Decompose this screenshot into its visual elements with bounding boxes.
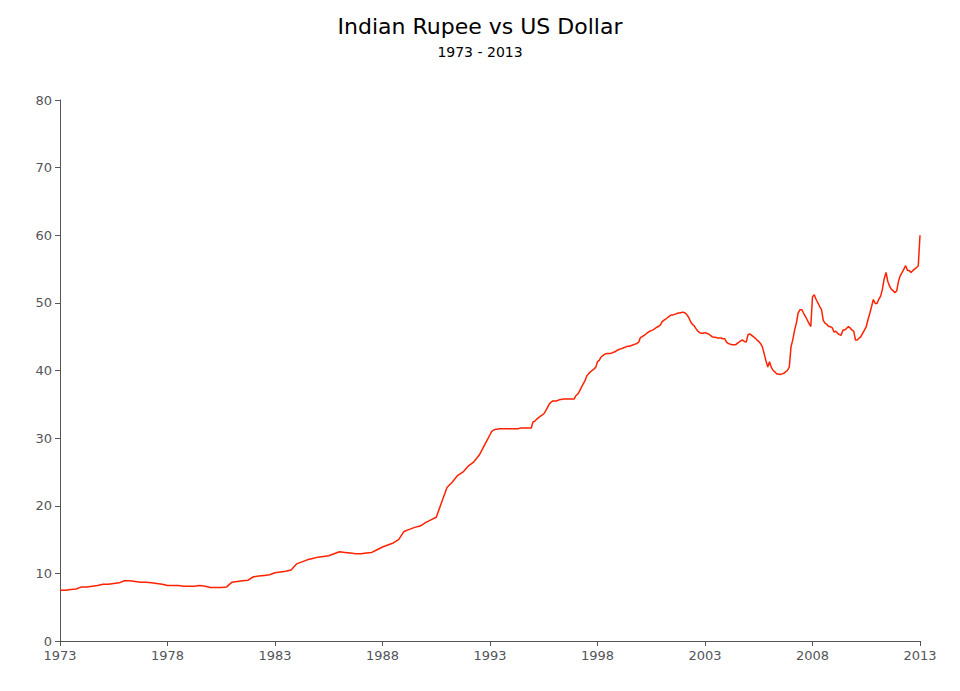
svg-text:1993: 1993 (473, 648, 506, 663)
svg-text:Indian Rupee vs US Dollar: Indian Rupee vs US Dollar (338, 14, 624, 39)
svg-text:50: 50 (35, 295, 52, 310)
svg-text:80: 80 (35, 93, 52, 108)
svg-text:1998: 1998 (581, 648, 614, 663)
svg-text:20: 20 (35, 498, 52, 513)
svg-text:2003: 2003 (688, 648, 721, 663)
svg-text:2008: 2008 (796, 648, 829, 663)
svg-text:1988: 1988 (366, 648, 399, 663)
svg-text:2013: 2013 (903, 648, 936, 663)
svg-text:30: 30 (35, 431, 52, 446)
svg-text:1973 - 2013: 1973 - 2013 (437, 44, 522, 60)
svg-text:10: 10 (35, 566, 52, 581)
svg-text:0: 0 (44, 634, 52, 649)
svg-text:70: 70 (35, 160, 52, 175)
svg-text:1983: 1983 (258, 648, 291, 663)
svg-text:60: 60 (35, 228, 52, 243)
svg-text:40: 40 (35, 363, 52, 378)
svg-text:1978: 1978 (151, 648, 184, 663)
svg-text:1973: 1973 (43, 648, 76, 663)
